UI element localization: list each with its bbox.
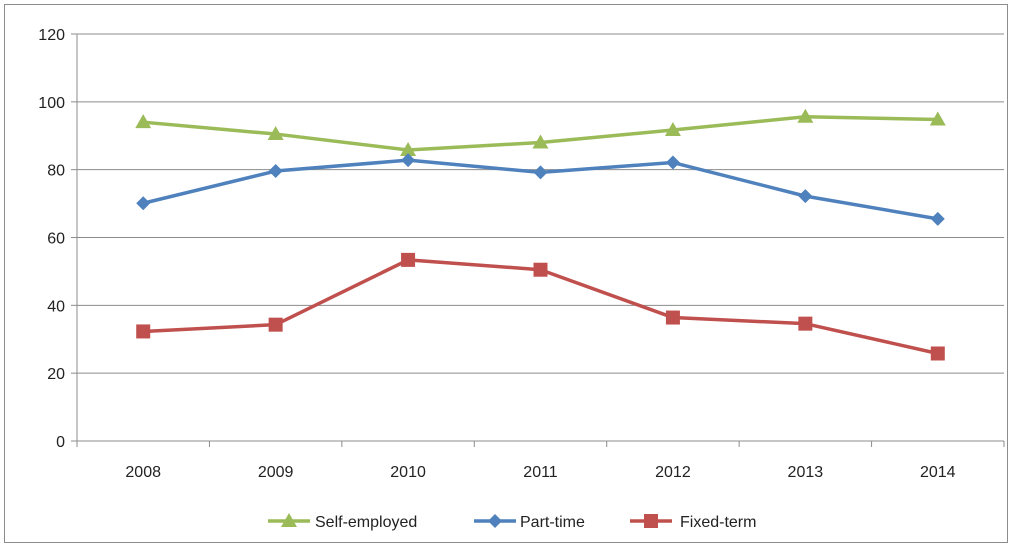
legend-item-part-time: Part-time bbox=[474, 514, 585, 531]
legend-label: Self-employed bbox=[315, 514, 417, 531]
data-point bbox=[135, 114, 152, 129]
data-point bbox=[267, 126, 284, 141]
data-point bbox=[930, 211, 945, 226]
y-tick-label: 100 bbox=[38, 95, 65, 112]
x-tick-label: 2012 bbox=[655, 464, 691, 481]
data-point bbox=[136, 324, 151, 339]
y-tick-label: 80 bbox=[47, 163, 65, 180]
axes: 0 20 40 60 80 100 120 2008 2009 2010 2011 2012 2013 2… bbox=[38, 27, 1005, 481]
series-fixed-term bbox=[136, 252, 945, 361]
x-tick-label: 2011 bbox=[523, 464, 558, 481]
data-point bbox=[401, 252, 416, 267]
data-point bbox=[136, 196, 151, 211]
data-point bbox=[929, 111, 946, 126]
data-point bbox=[400, 141, 417, 156]
data-point bbox=[798, 316, 813, 331]
data-point bbox=[533, 165, 548, 180]
y-tick-label: 20 bbox=[47, 366, 65, 383]
data-point bbox=[798, 189, 813, 204]
data-point bbox=[930, 346, 945, 361]
y-tick-label: 120 bbox=[38, 27, 65, 44]
legend-label: Fixed-term bbox=[680, 514, 756, 531]
y-tick-label: 60 bbox=[47, 231, 65, 248]
series-lines bbox=[135, 108, 946, 361]
legend-marker bbox=[281, 513, 297, 527]
legend: Self-employed Part-time Fixed-term bbox=[268, 513, 756, 531]
x-tick-label: 2014 bbox=[920, 464, 956, 481]
x-tick-label: 2008 bbox=[125, 464, 161, 481]
y-tick-label: 0 bbox=[56, 434, 65, 451]
data-point bbox=[665, 155, 680, 170]
x-tick-label: 2010 bbox=[390, 464, 426, 481]
x-tick-label: 2009 bbox=[258, 464, 294, 481]
series-self-employed bbox=[135, 108, 946, 156]
legend-marker bbox=[644, 514, 658, 528]
data-point bbox=[664, 121, 681, 136]
data-point bbox=[797, 108, 814, 123]
data-point bbox=[401, 153, 416, 168]
y-tick-label: 40 bbox=[47, 298, 65, 315]
chart-area bbox=[4, 4, 1008, 543]
series-part-time bbox=[136, 153, 945, 226]
legend-item-fixed-term: Fixed-term bbox=[630, 514, 756, 531]
x-tick-label: 2013 bbox=[788, 464, 824, 481]
data-point bbox=[532, 134, 549, 149]
legend-label: Part-time bbox=[520, 514, 585, 531]
data-point bbox=[268, 164, 283, 179]
data-point bbox=[268, 317, 283, 332]
gridlines bbox=[77, 33, 1004, 374]
data-point bbox=[665, 310, 680, 325]
legend-marker bbox=[488, 514, 502, 528]
legend-item-self-employed: Self-employed bbox=[268, 513, 417, 531]
data-point bbox=[533, 262, 548, 277]
